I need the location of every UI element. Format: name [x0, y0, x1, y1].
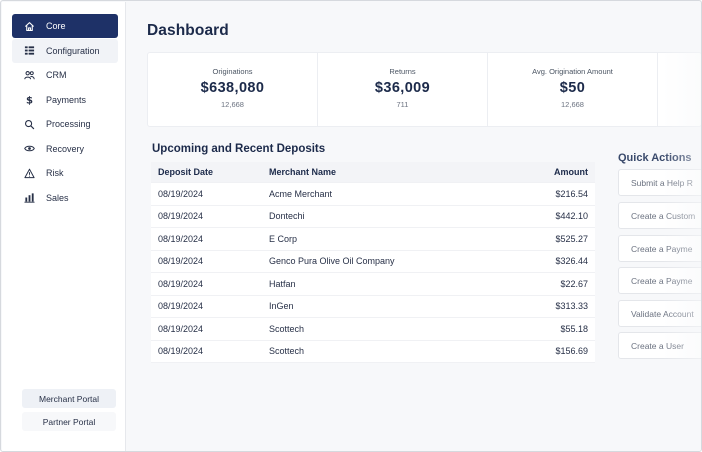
stat-label: Returns [389, 67, 416, 76]
table-row[interactable]: 08/19/2024 Scottech $55.18 [151, 318, 595, 341]
sidebar-nav: Core Configuration CRM $ Payments [12, 14, 118, 210]
cell-merchant: Dontechi [269, 211, 305, 222]
merchant-portal-button[interactable]: Merchant Portal [22, 389, 116, 408]
sidebar-item-recovery[interactable]: Recovery [12, 137, 118, 161]
table-row[interactable]: 08/19/2024 Genco Pura Olive Oil Company … [151, 251, 595, 273]
cell-amount: $313.33 [555, 301, 588, 312]
sidebar-item-label: Risk [46, 168, 64, 178]
sidebar-item-configuration[interactable]: Configuration [12, 38, 118, 63]
home-icon [22, 19, 36, 33]
cell-date: 08/19/2024 [158, 188, 204, 199]
sidebar-item-payments[interactable]: $ Payments [12, 88, 118, 112]
cell-amount: $216.54 [555, 188, 588, 199]
sidebar-item-label: Payments [46, 94, 87, 105]
cell-date: 08/19/2024 [158, 256, 204, 267]
sidebar-item-processing[interactable]: Processing [12, 112, 118, 136]
sidebar-item-risk[interactable]: Risk [12, 161, 118, 185]
sidebar-item-label: Core [46, 21, 66, 31]
cell-amount: $326.44 [555, 256, 588, 267]
cell-amount: $55.18 [560, 323, 588, 334]
eye-icon [22, 142, 36, 156]
cell-amount: $442.10 [555, 211, 588, 222]
cell-merchant: Acme Merchant [269, 188, 333, 199]
stat-count: 12,668 [221, 100, 244, 109]
column-header-merchant[interactable]: Merchant Name [269, 167, 337, 177]
stat-returns: Returns $36,009 711 [318, 53, 488, 126]
quick-action-create-user[interactable]: Create a User [618, 332, 701, 359]
sidebar-item-label: Recovery [46, 143, 85, 154]
quick-action-create-customer[interactable]: Create a Custom [618, 202, 701, 229]
table-row[interactable]: 08/19/2024 Hatfan $22.67 [151, 273, 595, 296]
sidebar: Core Configuration CRM $ Payments [2, 2, 126, 451]
cell-merchant: Hatfan [269, 278, 296, 289]
stat-avg-origination: Avg. Origination Amount $50 12,668 [488, 53, 658, 126]
cell-date: 08/19/2024 [158, 346, 204, 357]
stat-value: $50 [559, 80, 586, 96]
page-title: Dashboard [147, 22, 229, 39]
column-header-date[interactable]: Deposit Date [158, 167, 214, 177]
stat-label: Originations [212, 67, 253, 76]
quick-action-submit-help-request[interactable]: Submit a Help R [618, 169, 701, 196]
sidebar-item-label: Processing [46, 119, 91, 129]
deposits-table: Deposit Date Merchant Name Amount 08/19/… [151, 162, 595, 363]
quick-actions-title: Quick Actions [618, 152, 692, 164]
cell-merchant: Genco Pura Olive Oil Company [269, 256, 395, 267]
main-content: Dashboard Originations $638,080 12,668 R… [127, 2, 701, 451]
cell-date: 08/19/2024 [158, 301, 204, 312]
cell-amount: $156.69 [555, 346, 588, 357]
table-header: Deposit Date Merchant Name Amount [151, 162, 595, 183]
column-header-amount[interactable]: Amount [554, 167, 588, 177]
sidebar-item-label: Configuration [46, 45, 100, 56]
cell-date: 08/19/2024 [158, 278, 204, 289]
stat-originations: Originations $638,080 12,668 [148, 53, 318, 126]
table-row[interactable]: 08/19/2024 E Corp $525.27 [151, 228, 595, 251]
bar-chart-icon [22, 191, 36, 205]
cell-merchant: InGen [269, 301, 294, 312]
svg-text:$: $ [25, 96, 32, 105]
table-row[interactable]: 08/19/2024 Scottech $156.69 [151, 341, 595, 363]
sidebar-item-sales[interactable]: Sales [12, 186, 118, 210]
cell-date: 08/19/2024 [158, 323, 204, 334]
cell-merchant: Scottech [269, 346, 305, 357]
table-row[interactable]: 08/19/2024 Acme Merchant $216.54 [151, 183, 595, 206]
stat-count: 12,668 [561, 100, 584, 109]
search-icon [22, 117, 36, 131]
deposits-title: Upcoming and Recent Deposits [152, 143, 326, 155]
cell-merchant: E Corp [269, 233, 298, 244]
cell-merchant: Scottech [269, 323, 305, 334]
stat-value: $36,009 [374, 80, 431, 96]
table-row[interactable]: 08/19/2024 Dontechi $442.10 [151, 206, 595, 228]
stat-count: 711 [396, 100, 409, 109]
sidebar-item-core[interactable]: Core [12, 14, 118, 38]
stats-card: Originations $638,080 12,668 Returns $36… [147, 52, 701, 127]
partner-portal-button[interactable]: Partner Portal [22, 412, 116, 431]
stat-value: $638,080 [200, 80, 265, 96]
users-icon [22, 68, 36, 82]
grid-icon [22, 44, 36, 58]
quick-action-create-payment-2[interactable]: Create a Payme [618, 267, 701, 294]
cell-amount: $525.27 [555, 233, 588, 244]
cell-date: 08/19/2024 [158, 233, 204, 244]
stat-label: Avg. Origination Amount [532, 67, 613, 76]
quick-action-create-payment[interactable]: Create a Payme [618, 235, 701, 262]
cell-date: 08/19/2024 [158, 211, 204, 222]
sidebar-item-label: Sales [46, 192, 69, 203]
table-row[interactable]: 08/19/2024 InGen $313.33 [151, 296, 595, 318]
warning-icon [22, 166, 36, 180]
sidebar-item-crm[interactable]: CRM [12, 63, 118, 87]
dollar-icon: $ [22, 93, 36, 107]
quick-action-validate-account[interactable]: Validate Account [618, 300, 701, 327]
sidebar-item-label: CRM [46, 70, 67, 80]
cell-amount: $22.67 [560, 278, 588, 289]
